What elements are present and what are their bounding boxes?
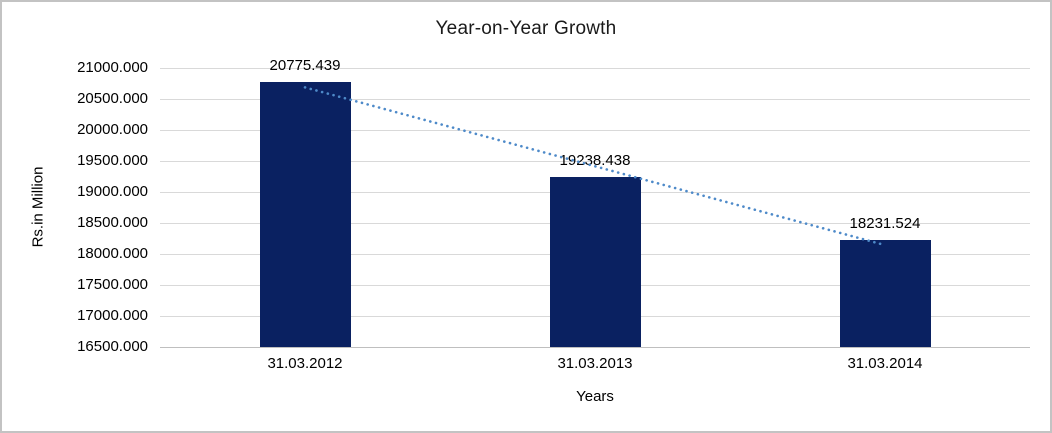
y-axis-title: Rs.in Million: [29, 166, 47, 248]
data-label: 20775.439: [269, 56, 341, 74]
y-tick-label: 17000.000: [77, 307, 148, 324]
y-tick-label: 19000.000: [77, 183, 148, 200]
bar: [259, 81, 351, 347]
y-tick-label: 19500.000: [77, 152, 148, 169]
data-label: 18231.524: [849, 214, 921, 232]
bar: [839, 239, 931, 347]
bar: [549, 177, 641, 347]
chart-title: Year-on-Year Growth: [435, 18, 617, 39]
y-tick-label: 17500.000: [77, 276, 148, 293]
y-tick-label: 21000.000: [77, 59, 148, 76]
x-category-label: 31.03.2013: [557, 355, 633, 372]
x-category-label: 31.03.2014: [847, 355, 923, 372]
x-category-label: 31.03.2012: [267, 355, 343, 372]
y-tick-label: 20000.000: [77, 121, 148, 138]
y-tick-label: 18500.000: [77, 214, 148, 231]
y-tick-label: 16500.000: [77, 338, 148, 355]
x-axis-title: Years: [576, 388, 614, 405]
data-label: 19238.438: [559, 152, 631, 170]
y-tick-label: 18000.000: [77, 245, 148, 262]
y-tick-label: 20500.000: [77, 90, 148, 107]
